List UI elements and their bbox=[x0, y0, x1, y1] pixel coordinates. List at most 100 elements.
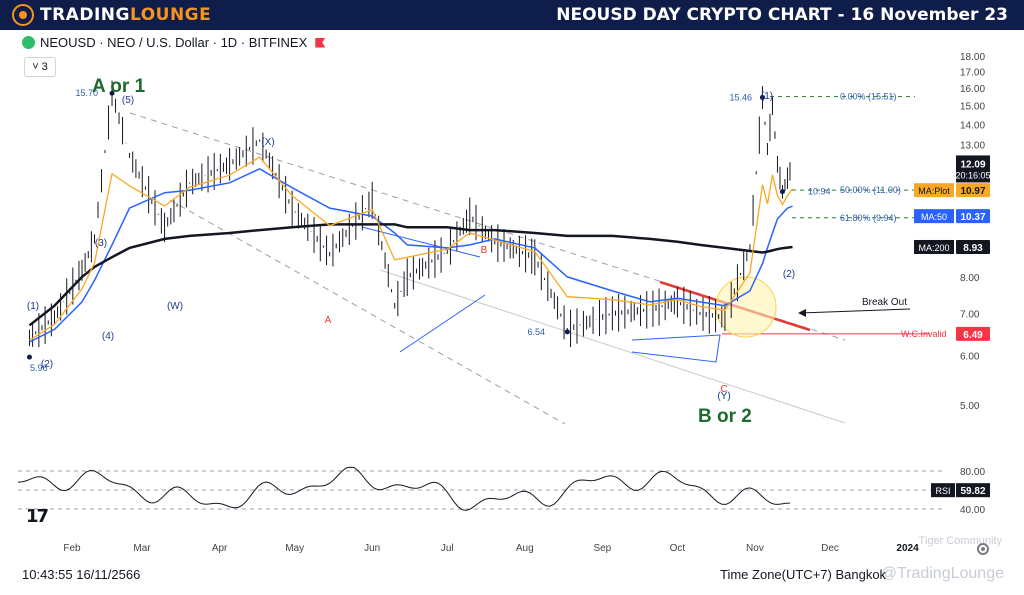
month-label: Nov bbox=[746, 543, 764, 554]
ma200-badge-label: MA:200 bbox=[918, 243, 949, 253]
month-label: Feb bbox=[63, 543, 81, 554]
month-label: Aug bbox=[516, 543, 534, 554]
month-label: May bbox=[285, 543, 304, 554]
month-label: Sep bbox=[593, 543, 611, 554]
ma-plot-line bbox=[29, 156, 794, 341]
price-annotation-dot bbox=[564, 329, 570, 335]
breakout-arrowhead-icon bbox=[798, 309, 806, 317]
header-bar bbox=[0, 0, 1024, 30]
month-label: Dec bbox=[821, 543, 839, 554]
month-label: Mar bbox=[133, 543, 151, 554]
footer-datetime: 10:43:55 16/11/2566 bbox=[22, 567, 141, 582]
indicator-collapse-button[interactable]: ˅ 3 bbox=[24, 57, 56, 77]
symbol-info[interactable]: NEOUSD · NEO / U.S. Dollar · 1D · BITFIN… bbox=[22, 35, 326, 50]
ma200-badge-label-bg bbox=[914, 239, 954, 254]
symbol-info-text: NEOUSD · NEO / U.S. Dollar · 1D · BITFIN… bbox=[40, 35, 308, 50]
ma50-badge-label-bg bbox=[914, 209, 954, 224]
month-label: Jul bbox=[441, 543, 454, 554]
ma-plot-badge-label: MA:Plot bbox=[918, 186, 950, 196]
rsi-tick-label: 80.00 bbox=[960, 467, 985, 478]
fib-level-label: 50.00% (11.00) bbox=[840, 185, 901, 195]
rsi-label-bg bbox=[931, 483, 955, 498]
last-price-countdown: 20:16:05 bbox=[955, 170, 990, 180]
last-price-value: 12.09 bbox=[960, 159, 985, 170]
price-tick-label: 13.00 bbox=[960, 141, 985, 152]
last-price-badge-bg bbox=[956, 155, 990, 183]
price-tick-label: 16.00 bbox=[960, 84, 985, 95]
ma50-badge-value: 10.37 bbox=[960, 212, 985, 223]
tradinglounge-watermark: @TradingLounge bbox=[881, 565, 1004, 582]
price-tick-label: 5.00 bbox=[960, 401, 980, 412]
price-tick-label: 18.00 bbox=[960, 52, 985, 63]
brand-text-part2: LOUNGE bbox=[129, 5, 212, 25]
price-annotation-dot bbox=[109, 90, 115, 96]
settings-icon[interactable] bbox=[977, 543, 989, 555]
ma200-line bbox=[28, 223, 793, 327]
elliott-wave-label: (3) bbox=[95, 238, 107, 249]
rsi-line bbox=[17, 466, 791, 511]
price-annotation-label: 6.54 bbox=[527, 327, 545, 337]
rsi-tick-label: 40.00 bbox=[960, 505, 985, 516]
price-tick-label: 7.00 bbox=[960, 309, 980, 320]
rsi-value-bg bbox=[956, 483, 990, 498]
triangle-lower-line bbox=[399, 294, 486, 353]
channel-upper-line bbox=[129, 112, 846, 341]
price-annotation-dot bbox=[26, 354, 32, 360]
wc-invalid-badge-value-bg bbox=[956, 326, 990, 341]
ma50-badge-label: MA:50 bbox=[921, 212, 947, 222]
flag-pattern-lines bbox=[631, 334, 721, 363]
neo-coin-icon bbox=[22, 36, 35, 49]
brand-mark-icon bbox=[12, 4, 34, 26]
abc-wave-label: A bbox=[325, 315, 332, 326]
tiger-community-watermark: Tiger Community bbox=[919, 535, 1003, 547]
elliott-wave-label: (1) bbox=[27, 301, 39, 312]
price-tick-label: 14.00 bbox=[960, 120, 985, 131]
brand-logo: TRADING LOUNGE bbox=[12, 3, 211, 27]
fib-level-label: 0.00% (15.51) bbox=[840, 92, 897, 102]
breakout-arrow-line bbox=[799, 308, 911, 314]
channel-lower-line bbox=[169, 199, 566, 425]
elliott-wave-label: (2) bbox=[41, 359, 53, 370]
wave-degree-label-b-or-2: B or 2 bbox=[698, 406, 752, 427]
abc-wave-label: B bbox=[481, 245, 488, 256]
ma-plot-badge-value: 10.97 bbox=[960, 186, 985, 197]
price-annotation-label: 10.94 bbox=[808, 187, 831, 197]
tradingview-logo[interactable]: 17 bbox=[26, 506, 49, 527]
price-annotation-dot bbox=[779, 189, 785, 195]
abc-wave-label: C bbox=[720, 384, 727, 395]
price-annotation-label: 5.96 bbox=[30, 363, 48, 373]
ma-plot-badge-value-bg bbox=[956, 183, 990, 198]
rsi-label: RSI bbox=[935, 486, 950, 496]
elliott-wave-label: (W) bbox=[167, 301, 183, 312]
brand-text-part1: TRADING bbox=[40, 5, 130, 25]
channel-lower-solid-line bbox=[379, 269, 846, 424]
ma200-badge-value: 8.93 bbox=[963, 243, 983, 254]
flag-icon[interactable] bbox=[315, 37, 326, 48]
ma50-badge-value-bg bbox=[956, 209, 990, 224]
elliott-wave-label: (5) bbox=[122, 95, 134, 106]
month-label: Apr bbox=[212, 543, 228, 554]
rsi-value: 59.82 bbox=[960, 486, 985, 497]
chart-header-title: NEOUSD DAY CRYPTO CHART - 16 November 23 bbox=[556, 5, 1008, 25]
ma-plot-badge-label-bg bbox=[914, 183, 954, 198]
elliott-wave-label: (Y) bbox=[717, 391, 730, 402]
month-label: Jun bbox=[364, 543, 380, 554]
elliott-wave-label: (2) bbox=[783, 269, 795, 280]
wave-degree-label-a-or-1: A or 1 bbox=[92, 76, 146, 97]
ma200-badge-value-bg bbox=[956, 239, 990, 254]
wc-invalid-label: W.C.Invalid bbox=[901, 329, 947, 339]
price-tick-label: 6.00 bbox=[960, 351, 980, 362]
price-annotation-label: 15.70 bbox=[75, 88, 98, 98]
elliott-wave-label: (X) bbox=[261, 137, 274, 148]
price-tick-label: 8.00 bbox=[960, 273, 980, 284]
price-annotation-dot bbox=[759, 94, 765, 100]
month-label: Oct bbox=[670, 543, 686, 554]
fib-level-label: 61.80% (9.94) bbox=[840, 213, 897, 223]
month-label: 2024 bbox=[896, 543, 919, 554]
elliott-wave-label: (1) bbox=[761, 91, 773, 102]
breakout-label: Break Out bbox=[862, 297, 907, 308]
wc-invalid-badge-value: 6.49 bbox=[963, 330, 983, 341]
triangle-upper-line bbox=[361, 226, 481, 258]
footer-timezone[interactable]: Time Zone(UTC+7) Bangkok bbox=[720, 567, 887, 582]
